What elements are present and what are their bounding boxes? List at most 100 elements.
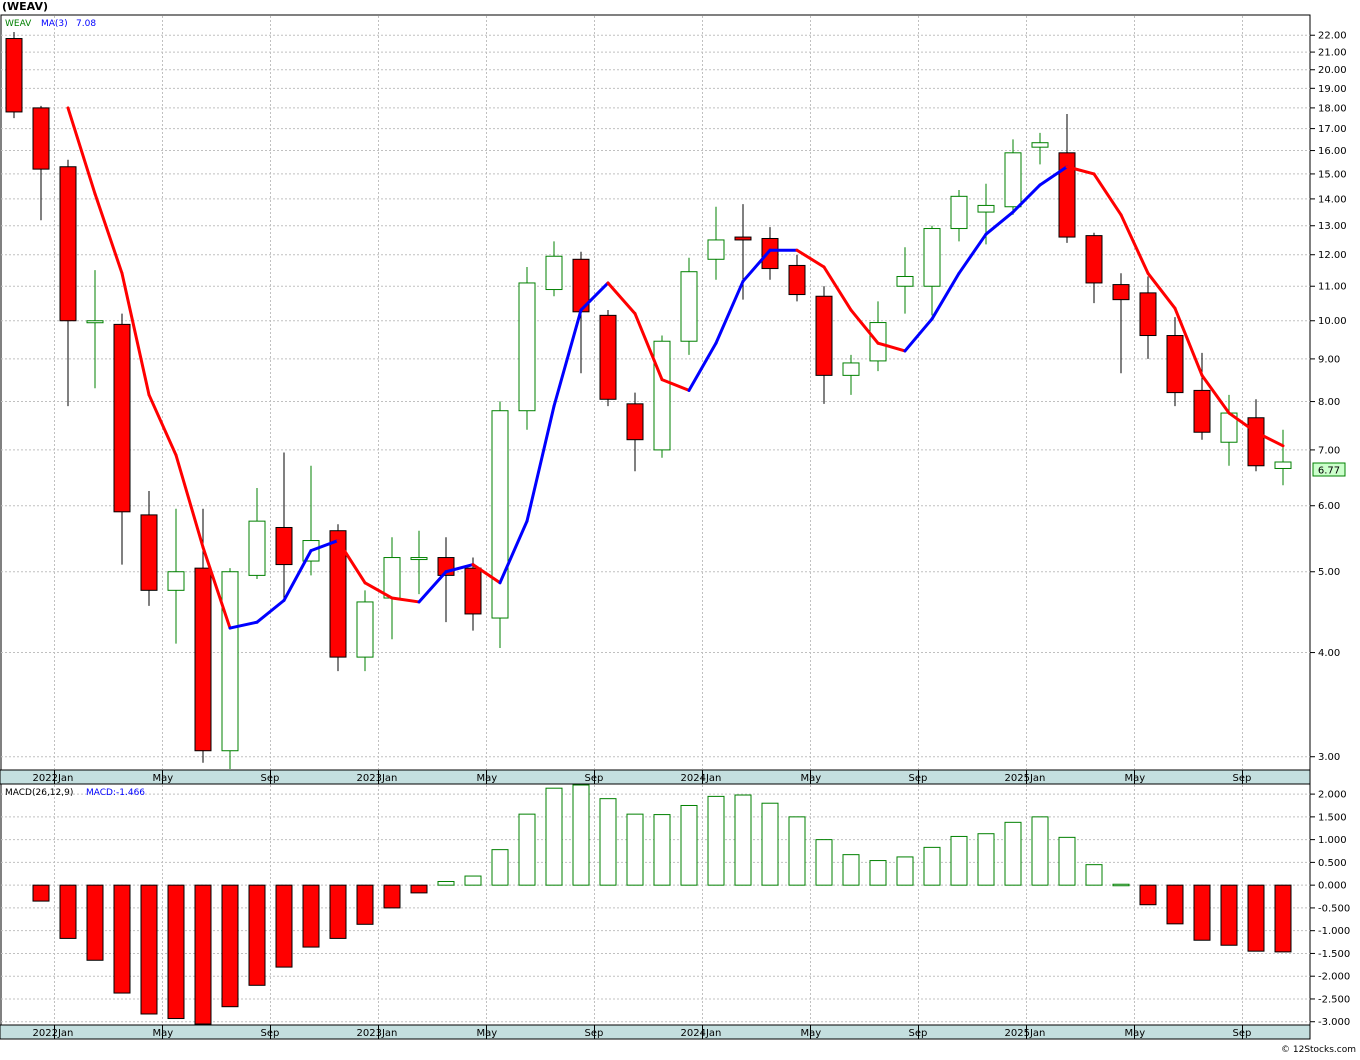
macd-bar-positive xyxy=(977,833,995,886)
candle xyxy=(356,590,374,672)
price-tick-label: 3.00 xyxy=(1318,752,1340,763)
candle-body-up xyxy=(680,271,698,342)
date-label: May xyxy=(1125,773,1146,784)
candle-body-up xyxy=(950,195,968,230)
macd-bar-negative xyxy=(1220,884,1238,946)
last-price-label: 6.77 xyxy=(1318,466,1340,477)
macd-bar-negative xyxy=(86,884,104,961)
candle-body-up xyxy=(923,228,941,287)
candle xyxy=(1139,276,1157,359)
macd-bar-positive xyxy=(518,813,536,886)
macd-tick-label: -2.500 xyxy=(1318,994,1350,1005)
macd-bar-negative xyxy=(194,884,212,1025)
date-label: 2023Jan xyxy=(357,773,398,784)
macd-bar-positive xyxy=(842,854,860,886)
candle-body-down xyxy=(734,236,752,241)
price-tick-label: 9.00 xyxy=(1318,354,1340,365)
candle-body-up xyxy=(653,340,671,451)
macd-legend-label: MACD(26,12,9) xyxy=(5,788,73,798)
macd-bar-negative xyxy=(140,884,158,1015)
candle-body-up xyxy=(842,362,860,376)
ma-segment xyxy=(201,545,232,630)
candle-body-down xyxy=(1085,235,1103,284)
macd-bar-negative xyxy=(356,884,374,925)
candle-body-down xyxy=(761,237,779,270)
candle xyxy=(653,335,671,458)
ma-segment xyxy=(444,563,475,574)
candle-body-down xyxy=(1247,417,1265,467)
candle-body-down xyxy=(113,323,131,513)
ma-segment xyxy=(633,312,664,382)
price-legend-ma-value: 7.08 xyxy=(76,19,96,29)
macd-bar-positive xyxy=(734,794,752,886)
ma-segment xyxy=(903,317,934,353)
price-panel: 22.00 21.00 20.00 19.00 18.00 17.00 16.00 15.00… xyxy=(0,14,1347,771)
candle xyxy=(1004,139,1022,215)
price-tick-label: 10.00 xyxy=(1318,316,1347,327)
price-tick-label: 14.00 xyxy=(1318,194,1347,205)
candle xyxy=(1166,317,1184,407)
ma-segment xyxy=(1038,165,1069,187)
ma-segment xyxy=(795,248,826,269)
candle-body-down xyxy=(599,314,617,400)
ma-segment xyxy=(822,265,853,312)
ma-segment xyxy=(120,271,151,397)
date-axis-band-bottom: 2022Jan May Sep 2023Jan May Sep 2024Jan May Sep 2… xyxy=(0,1024,1311,1040)
macd-bar-negative xyxy=(410,884,428,894)
ma-segment xyxy=(930,271,961,321)
ma-segment xyxy=(174,453,205,549)
ma-segment xyxy=(282,549,313,602)
macd-bar-positive xyxy=(653,814,671,886)
candle-body-up xyxy=(248,520,266,576)
candle-body-down xyxy=(275,526,293,566)
candle xyxy=(896,247,914,314)
date-label: 2022Jan xyxy=(33,1028,74,1039)
price-tick-label: 22.00 xyxy=(1318,31,1347,42)
date-label: May xyxy=(1125,1028,1146,1039)
macd-bar-positive xyxy=(626,813,644,886)
candle xyxy=(788,254,806,302)
ma-segment xyxy=(309,539,340,553)
candle-body-down xyxy=(1166,335,1184,394)
date-label: 2025Jan xyxy=(1005,773,1046,784)
date-label: Sep xyxy=(585,1028,604,1039)
price-tick-label: 11.00 xyxy=(1318,282,1347,293)
price-tick-label: 16.00 xyxy=(1318,146,1347,157)
candle-body-down xyxy=(5,38,23,113)
candle-body-up xyxy=(545,255,563,291)
candle-body-down xyxy=(1112,284,1130,301)
candle-body-up xyxy=(86,320,104,324)
candle xyxy=(491,401,509,649)
ma-segment xyxy=(363,581,394,600)
candle xyxy=(5,31,23,119)
price-tick-label: 5.00 xyxy=(1318,567,1340,578)
ma-segment xyxy=(687,341,718,392)
macd-bar-positive xyxy=(491,849,509,886)
price-tick-label: 4.00 xyxy=(1318,648,1340,659)
date-label: 2024Jan xyxy=(681,773,722,784)
macd-panel: 2.000 1.500 1.000 0.500 0.000 -0.500 -1.000 -1.… xyxy=(0,783,1350,1028)
macd-bar-negative xyxy=(1193,884,1211,941)
macd-bar-negative xyxy=(275,884,293,968)
candle-body-down xyxy=(32,107,50,170)
macd-bar-negative xyxy=(221,884,239,1008)
candle-body-down xyxy=(788,264,806,296)
macd-bar-positive xyxy=(896,856,914,886)
price-tick-label: 21.00 xyxy=(1318,48,1347,59)
price-tick-label: 19.00 xyxy=(1318,84,1347,95)
ma-segment xyxy=(525,404,556,523)
date-label: Sep xyxy=(261,773,280,784)
macd-bar-negative xyxy=(59,884,77,939)
ma-segment xyxy=(336,539,367,585)
price-tick-label: 12.00 xyxy=(1318,250,1347,261)
macd-histogram xyxy=(32,784,1292,1025)
candle xyxy=(410,530,428,595)
candle xyxy=(140,490,158,606)
date-axis-band: 2022Jan May Sep 2023Jan May Sep 2024Jan May Sep 2… xyxy=(0,769,1311,785)
candle-body-down xyxy=(329,530,347,658)
candle xyxy=(221,568,239,769)
ma-segment xyxy=(741,248,772,283)
ma-segment xyxy=(660,378,691,392)
date-label: 2024Jan xyxy=(681,1028,722,1039)
ma-segment xyxy=(1065,165,1096,176)
